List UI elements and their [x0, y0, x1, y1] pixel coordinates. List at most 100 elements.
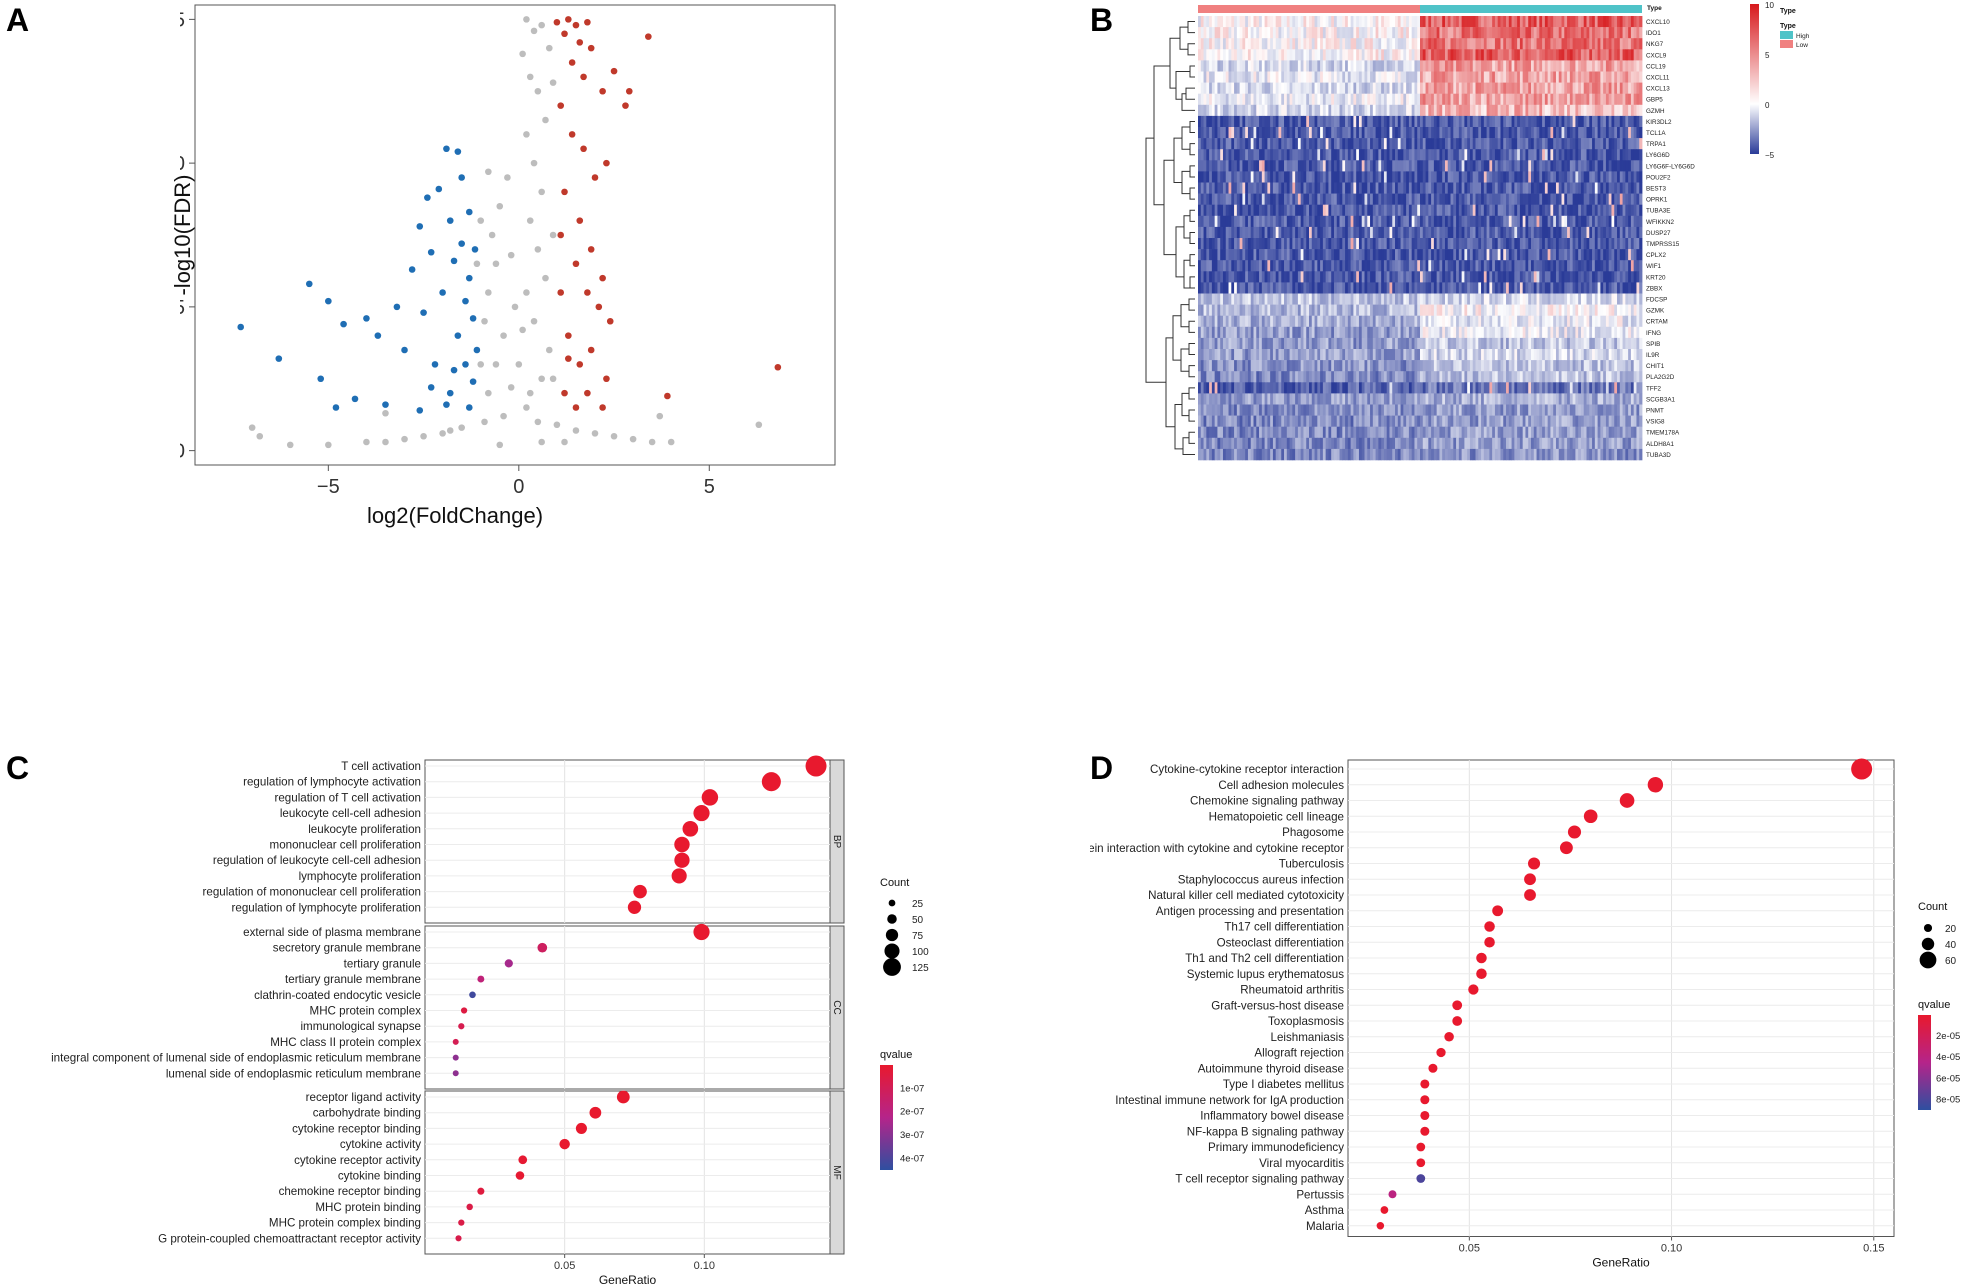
heatmap-cell: [1259, 104, 1263, 117]
heatmap-row-label: IFNG: [1646, 330, 1661, 337]
heatmap-cell: [1519, 60, 1524, 72]
heatmap-cell: [1494, 293, 1499, 305]
heatmap-cell: [1594, 27, 1598, 39]
heatmap-cell: [1542, 182, 1546, 194]
heatmap-cell: [1386, 115, 1390, 128]
heatmap-cell: [1619, 71, 1623, 83]
volcano-point-ns: [485, 289, 492, 296]
heatmap-cell: [1198, 82, 1202, 94]
heatmap-cell: [1295, 337, 1299, 350]
heatmap-cell: [1259, 171, 1263, 183]
heatmap-cell: [1272, 71, 1277, 83]
heatmap-row-label: TMPRSS15: [1646, 241, 1680, 248]
heatmap-cell: [1444, 182, 1449, 194]
heatmap-cell: [1278, 326, 1282, 339]
heatmap-cell: [1203, 204, 1207, 217]
heatmap-cell: [1331, 304, 1335, 316]
heatmap-cell: [1397, 104, 1401, 117]
heatmap-cell: [1309, 82, 1313, 94]
heatmap-cell: [1558, 282, 1562, 294]
heatmap-cell: [1256, 337, 1260, 350]
heatmap-cell: [1222, 271, 1227, 283]
heatmap-cell: [1261, 215, 1265, 228]
heatmap-cell: [1630, 60, 1635, 72]
heatmap-cell: [1417, 282, 1421, 294]
heatmap-cell: [1528, 193, 1532, 205]
heatmap-cell: [1250, 104, 1254, 117]
heatmap-cell: [1275, 226, 1279, 239]
heatmap-cell: [1622, 238, 1626, 250]
heatmap-cell: [1325, 93, 1329, 106]
heatmap-cell: [1239, 204, 1243, 217]
heatmap-cell: [1597, 49, 1601, 61]
heatmap-cell: [1375, 138, 1379, 150]
heatmap-cell: [1292, 271, 1296, 283]
heatmap-cell: [1317, 304, 1321, 316]
heatmap-cell: [1420, 337, 1424, 350]
heatmap-cell: [1242, 238, 1246, 250]
heatmap-cell: [1564, 193, 1568, 205]
heatmap-cell: [1475, 215, 1479, 228]
heatmap-cell: [1600, 104, 1604, 117]
heatmap-cell: [1350, 293, 1354, 305]
heatmap-cell: [1203, 38, 1207, 50]
heatmap-cell: [1517, 215, 1521, 228]
heatmap-cell: [1439, 226, 1443, 239]
heatmap-cell: [1286, 104, 1290, 117]
heatmap-cell: [1494, 82, 1499, 94]
heatmap-cell: [1253, 271, 1257, 283]
heatmap-cell: [1372, 149, 1376, 161]
heatmap-cell: [1228, 326, 1232, 339]
heatmap-cell: [1206, 38, 1210, 50]
heatmap-cell: [1444, 337, 1449, 350]
heatmap-cell: [1469, 238, 1474, 250]
heatmap-cell: [1225, 160, 1229, 172]
heatmap-cell: [1458, 60, 1463, 72]
heatmap-cell: [1336, 160, 1340, 172]
heatmap-cell: [1259, 238, 1263, 250]
heatmap-cell: [1497, 193, 1501, 205]
heatmap-cell: [1314, 71, 1318, 83]
heatmap-cell: [1386, 215, 1390, 228]
heatmap-cell: [1264, 104, 1268, 117]
heatmap-cell: [1492, 337, 1496, 350]
heatmap-cell: [1339, 238, 1343, 250]
heatmap-cell: [1222, 282, 1227, 294]
heatmap-cell: [1628, 260, 1632, 272]
heatmap-cell: [1525, 71, 1529, 83]
heatmap-cell: [1433, 315, 1438, 328]
heatmap-cell: [1242, 204, 1246, 217]
volcano-point-ns: [519, 326, 526, 334]
heatmap-cell: [1525, 93, 1529, 106]
heatmap-cell: [1519, 182, 1524, 194]
heatmap-cell: [1364, 16, 1368, 28]
heatmap-cell: [1284, 293, 1288, 305]
heatmap-cell: [1261, 226, 1265, 239]
heatmap-row: [1198, 16, 1643, 28]
heatmap-cell: [1481, 27, 1485, 39]
heatmap-cell: [1356, 115, 1360, 128]
heatmap-cell: [1586, 193, 1590, 205]
heatmap-cell: [1575, 127, 1579, 139]
heatmap-cell: [1356, 326, 1360, 339]
heatmap-cell: [1272, 38, 1277, 50]
heatmap-cell: [1469, 149, 1474, 161]
heatmap-cell: [1442, 27, 1446, 39]
heatmap-cell: [1592, 215, 1596, 228]
volcano-point-up: [599, 404, 606, 411]
heatmap-cell: [1222, 71, 1227, 83]
heatmap-cell: [1611, 82, 1615, 94]
heatmap-cell: [1370, 282, 1374, 294]
heatmap-cell: [1589, 204, 1593, 217]
heatmap-cell: [1284, 326, 1288, 339]
heatmap-cell: [1625, 138, 1629, 150]
heatmap-cell: [1486, 315, 1490, 328]
heatmap-cell: [1594, 149, 1598, 161]
heatmap-cell: [1295, 182, 1299, 194]
heatmap-cell: [1406, 104, 1410, 117]
heatmap-cell: [1630, 49, 1635, 61]
heatmap-cell: [1392, 149, 1396, 161]
volcano-point-up: [561, 188, 568, 196]
heatmap-cell: [1245, 49, 1249, 61]
heatmap-cell: [1630, 182, 1635, 194]
